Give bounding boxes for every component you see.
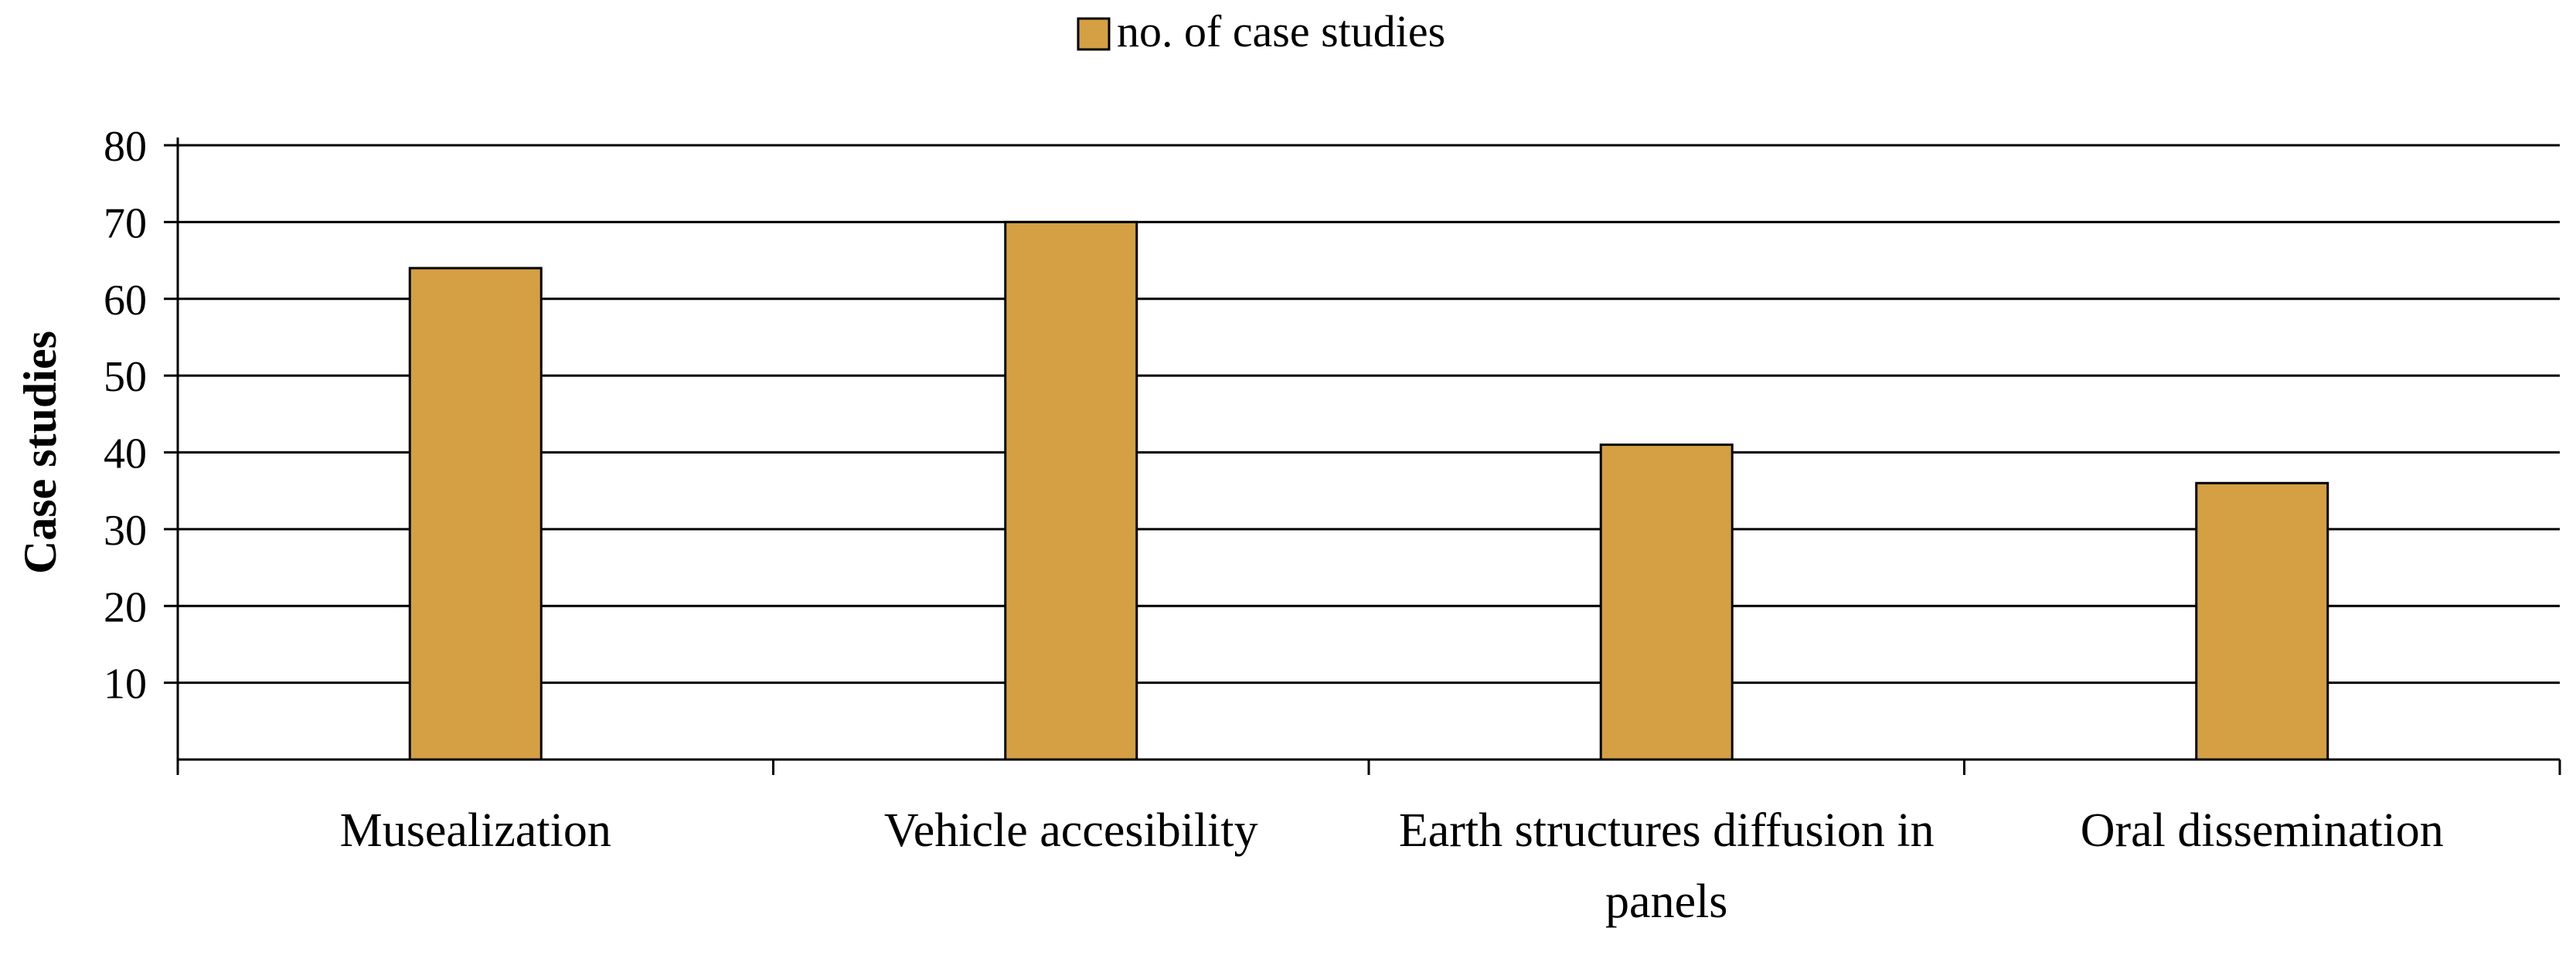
bar-1 (408, 267, 543, 761)
x-category-label: Oral dissemination (2081, 804, 2444, 857)
bars (408, 220, 2329, 761)
legend-swatch (1077, 17, 1111, 51)
x-category-label: panels (1605, 875, 1727, 928)
y-tick-label: 10 (104, 661, 147, 709)
y-tick-labels: 10 20 30 40 50 60 70 80 (104, 123, 147, 709)
y-tick-label: 30 (104, 507, 147, 555)
y-tick-label: 50 (104, 353, 147, 401)
legend-label: no. of case studies (1117, 6, 1445, 56)
x-category-label: Musealization (340, 804, 611, 857)
grid-lines (178, 144, 2560, 685)
bar-2 (1004, 220, 1138, 761)
y-tick-label: 70 (104, 199, 147, 247)
x-category-label: Earth structures diffusion in (1399, 804, 1935, 857)
y-tick-label: 40 (104, 430, 147, 478)
y-tick-label: 20 (104, 583, 147, 631)
legend: no. of case studies (1077, 6, 1445, 56)
axes (164, 138, 2561, 775)
y-tick-label: 60 (104, 277, 147, 325)
x-category-label: Vehicle accesibility (884, 804, 1258, 857)
y-tick-label: 80 (104, 123, 147, 171)
bar-3 (1599, 444, 1734, 761)
bar-4 (2195, 481, 2329, 761)
x-category-labels: Musealization Vehicle accesibility Earth s… (340, 804, 2444, 928)
y-axis-title: Case studies (15, 331, 66, 574)
